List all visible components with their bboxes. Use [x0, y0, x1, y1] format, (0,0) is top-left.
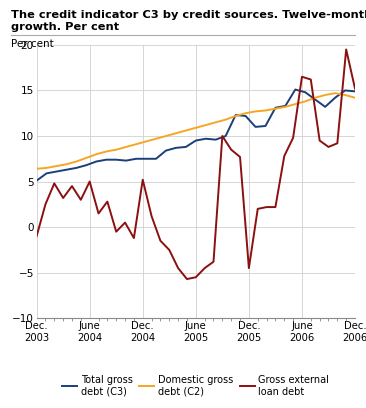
- Legend: Total gross
debt (C3), Domestic gross
debt (C2), Gross external
loan debt: Total gross debt (C3), Domestic gross de…: [62, 375, 329, 397]
- Text: growth. Per cent: growth. Per cent: [11, 22, 119, 33]
- Text: Per cent: Per cent: [11, 39, 54, 49]
- Text: The credit indicator C3 by credit sources. Twelve-month: The credit indicator C3 by credit source…: [11, 10, 366, 20]
